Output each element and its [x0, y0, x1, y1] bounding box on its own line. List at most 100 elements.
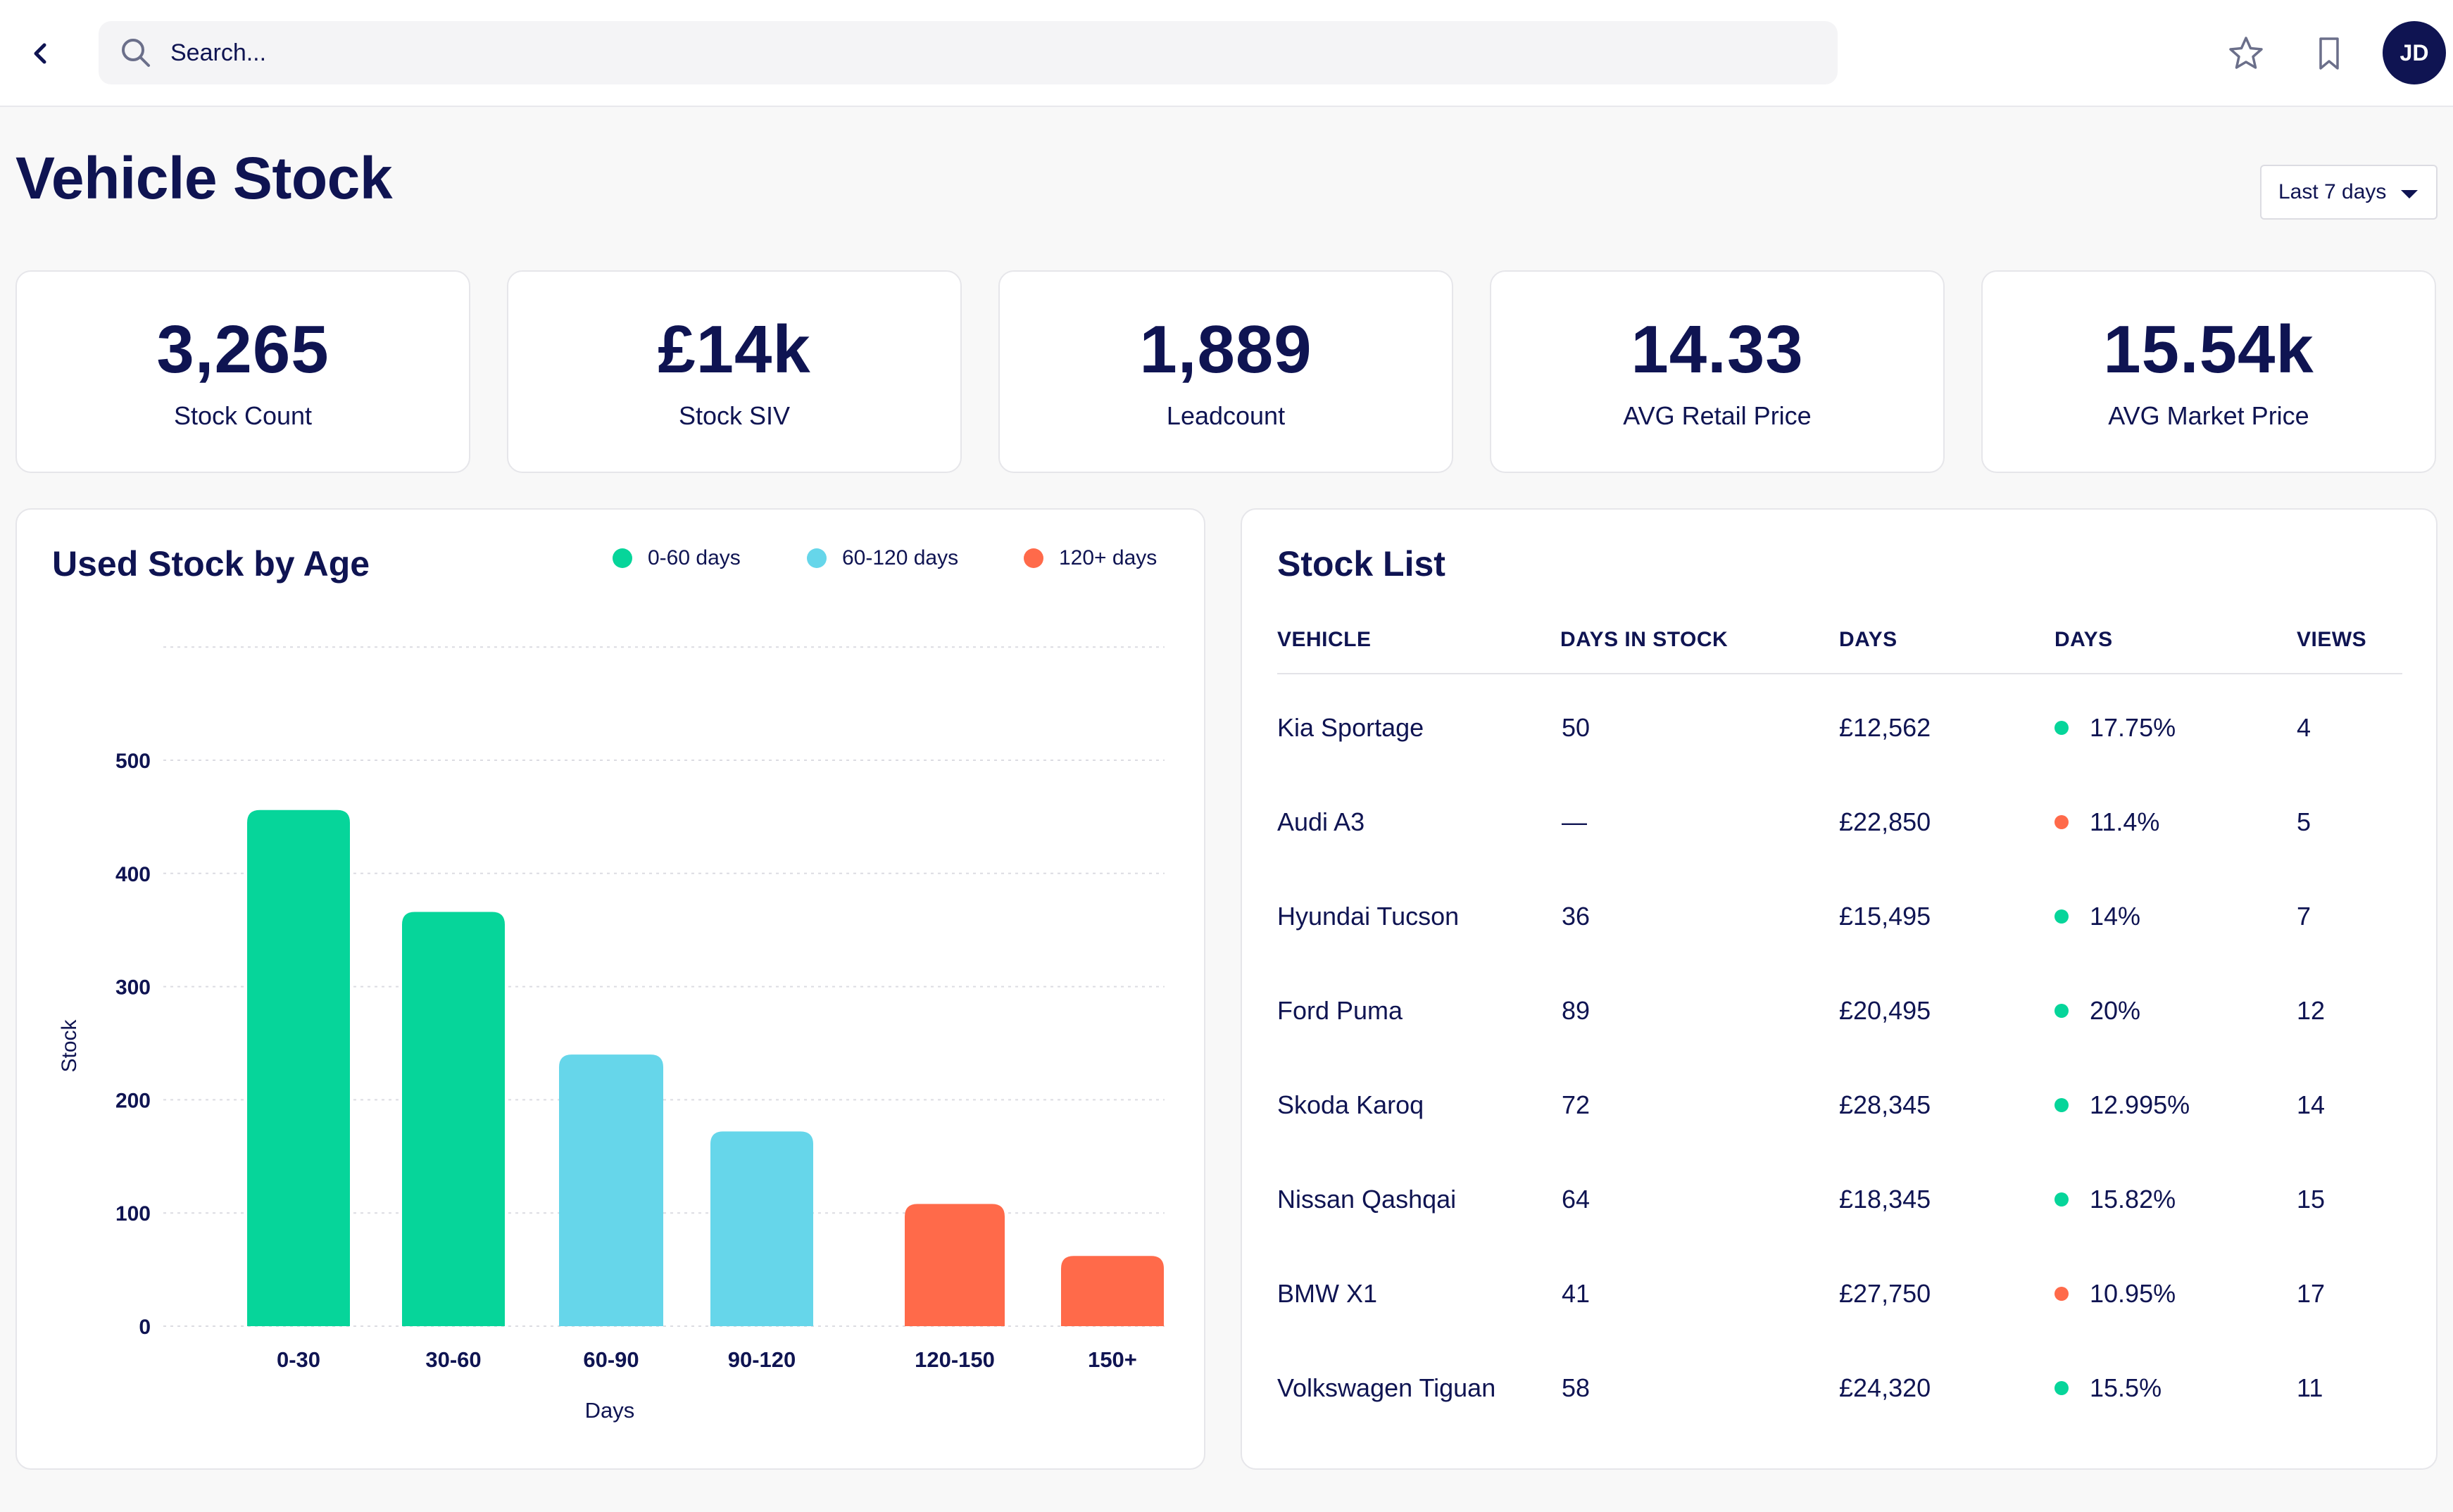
date-range-label: Last 7 days	[2278, 180, 2387, 203]
bar-90-120	[710, 1131, 813, 1326]
cell-days-in-stock: 58	[1562, 1373, 1591, 1402]
status-dot	[2054, 909, 2069, 924]
legend-dot	[807, 548, 827, 568]
table-row[interactable]: Nissan Qashqai 64 £18,345 15.82% 15	[1277, 1164, 2402, 1235]
percentage-value: 11.4%	[2090, 807, 2160, 836]
column-header-vehicle[interactable]: VEHICLE	[1277, 628, 1372, 651]
cell-percentage: 10.95%	[2054, 1259, 2176, 1329]
cell-days-in-stock: 64	[1562, 1185, 1591, 1214]
status-dot	[2054, 815, 2069, 829]
y-tick-label: 0	[139, 1316, 151, 1339]
status-dot	[2054, 1192, 2069, 1207]
date-range-dropdown[interactable]: Last 7 days	[2260, 165, 2438, 220]
search-icon	[122, 39, 150, 67]
avatar[interactable]: JD	[2383, 21, 2446, 84]
table-row[interactable]: Hyundai Tucson 36 £15,495 14% 7	[1277, 881, 2402, 952]
cell-price: £27,750	[1839, 1279, 1931, 1308]
cell-vehicle: Nissan Qashqai	[1277, 1185, 1457, 1214]
column-header-days[interactable]: DAYS	[1839, 628, 1897, 651]
table-row[interactable]: BMW X1 41 £27,750 10.95% 17	[1277, 1259, 2402, 1329]
legend-label: 0-60 days	[648, 546, 741, 569]
cell-views: 7	[2297, 902, 2311, 931]
cell-percentage: 11.4%	[2054, 787, 2159, 857]
percentage-value: 20%	[2090, 996, 2141, 1025]
bar-120-150	[905, 1204, 1005, 1326]
percentage-value: 17.75%	[2090, 713, 2176, 742]
percentage-value: 15.5%	[2090, 1373, 2162, 1402]
search-bar[interactable]	[99, 21, 1838, 84]
star-icon	[2229, 37, 2263, 69]
table-row[interactable]: Kia Sportage 50 £12,562 17.75% 4	[1277, 693, 2402, 763]
cell-views: 12	[2297, 996, 2326, 1025]
stock-list-card	[1241, 508, 2438, 1470]
status-dot	[2054, 1381, 2069, 1395]
column-header-days-2[interactable]: DAYS	[2054, 628, 2113, 651]
cell-vehicle: Ford Puma	[1277, 996, 1403, 1025]
cell-views: 11	[2297, 1373, 2323, 1402]
page-title: Vehicle Stock	[15, 145, 393, 211]
kpi-value: 14.33	[1631, 312, 1804, 387]
cell-views: 15	[2297, 1185, 2326, 1214]
cell-price: £20,495	[1839, 996, 1931, 1025]
cell-views: 5	[2297, 807, 2311, 836]
bar-60-90	[559, 1054, 663, 1326]
kpi-card-avg-retail-price: 14.33 AVG Retail Price	[1490, 270, 1945, 473]
bar-30-60	[402, 912, 505, 1326]
x-tick-label: 0-30	[277, 1347, 320, 1372]
y-tick-label: 400	[115, 863, 151, 886]
column-header-days-in-stock[interactable]: DAYS IN STOCK	[1560, 628, 1729, 651]
kpi-value: £14k	[658, 312, 811, 387]
y-tick-label: 300	[115, 976, 151, 1000]
legend-item-60-120: 60-120 days	[807, 546, 958, 570]
kpi-value: 3,265	[156, 312, 330, 387]
table-row[interactable]: Ford Puma 89 £20,495 20% 12	[1277, 976, 2402, 1046]
cell-views: 14	[2297, 1090, 2326, 1119]
top-bar: JD	[0, 0, 2453, 107]
kpi-card-stock-count: 3,265 Stock Count	[15, 270, 470, 473]
cell-price: £28,345	[1839, 1090, 1931, 1119]
table-row[interactable]: Audi A3 — £22,850 11.4% 5	[1277, 787, 2402, 857]
bookmark-icon	[2319, 37, 2339, 70]
legend-item-120-plus: 120+ days	[1024, 546, 1157, 570]
kpi-value: 15.54k	[2103, 312, 2314, 387]
kpi-value: 1,889	[1139, 312, 1312, 387]
x-tick-label: 150+	[1088, 1347, 1137, 1372]
cell-vehicle: BMW X1	[1277, 1279, 1378, 1308]
y-tick-label: 200	[115, 1089, 151, 1112]
favorite-button[interactable]	[2225, 32, 2267, 75]
legend-dot	[613, 548, 632, 568]
x-tick-label: 60-90	[583, 1347, 639, 1372]
cell-price: £12,562	[1839, 713, 1931, 742]
kpi-card-avg-market-price: 15.54k AVG Market Price	[1981, 270, 2436, 473]
y-tick-label: 500	[115, 750, 151, 773]
kpi-label: Stock Count	[173, 401, 313, 430]
cell-vehicle: Volkswagen Tiguan	[1277, 1373, 1496, 1402]
search-input[interactable]	[170, 21, 1790, 84]
caret-down-icon	[2401, 190, 2418, 199]
cell-views: 17	[2297, 1279, 2326, 1308]
chart-title: Used Stock by Age	[52, 544, 370, 584]
chevron-left-icon	[34, 43, 46, 64]
kpi-card-stock-siv: £14k Stock SIV	[507, 270, 962, 473]
cell-percentage: 17.75%	[2054, 693, 2176, 763]
used-stock-bar-chart: 0 100 200 300 400 500 0-30 30-60 60-90 90-120 120-…	[58, 646, 1165, 1423]
table-row[interactable]: Volkswagen Tiguan 58 £24,320 15.5% 11	[1277, 1353, 2402, 1423]
column-header-views[interactable]: VIEWS	[2297, 628, 2367, 651]
cell-price: £24,320	[1839, 1373, 1931, 1402]
percentage-value: 10.95%	[2090, 1279, 2176, 1308]
cell-days-in-stock: 36	[1562, 902, 1591, 931]
table-row[interactable]: Skoda Karoq 72 £28,345 12.995% 14	[1277, 1070, 2402, 1140]
bookmark-button[interactable]	[2308, 32, 2350, 75]
y-axis-title: Stock	[58, 1019, 81, 1072]
cell-days-in-stock: 41	[1562, 1279, 1591, 1308]
cell-vehicle: Kia Sportage	[1277, 713, 1424, 742]
back-button[interactable]	[21, 32, 61, 75]
cell-days-in-stock: 50	[1562, 713, 1591, 742]
legend-dot	[1024, 548, 1043, 568]
cell-vehicle: Hyundai Tucson	[1277, 902, 1460, 931]
status-dot	[2054, 1287, 2069, 1301]
percentage-value: 14%	[2090, 902, 2141, 931]
legend-label: 120+ days	[1059, 546, 1158, 569]
percentage-value: 15.82%	[2090, 1185, 2176, 1214]
kpi-label: Leadcount	[1166, 401, 1286, 430]
